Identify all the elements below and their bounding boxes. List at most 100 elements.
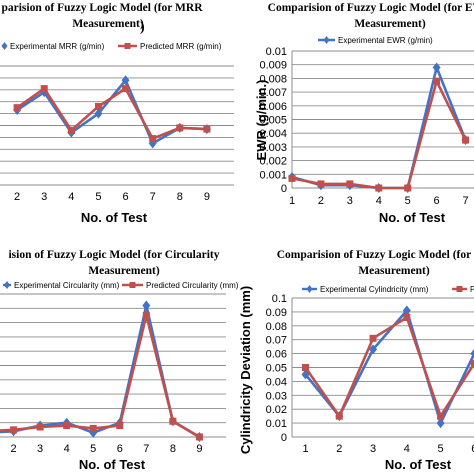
series-line-2	[291, 77, 467, 190]
chart-title-line2: Measurement)	[72, 18, 143, 30]
y-tick-label: 0.08	[266, 321, 287, 333]
data-point-experimental	[142, 300, 151, 311]
x-tick-label: 6	[122, 191, 128, 203]
data-point-predicted	[89, 424, 97, 432]
legend-label-2: Predicted Circularity (mm)	[146, 281, 239, 290]
x-tick-label: 2	[10, 443, 16, 455]
data-point-predicted	[470, 359, 474, 367]
y-tick-label: 0.009	[259, 60, 287, 72]
y-tick-label: 0.03	[266, 390, 287, 402]
x-tick-label: 5	[90, 443, 96, 455]
y-tick-label: 0.006	[259, 101, 287, 113]
data-point-predicted	[122, 85, 130, 93]
y-tick-label: 0.001	[259, 169, 287, 181]
x-tick-label: 7	[462, 195, 468, 207]
data-point-predicted	[63, 422, 71, 430]
series-line-2	[304, 315, 474, 420]
data-point-predicted	[369, 334, 377, 342]
legend-label-2: Predicted	[470, 285, 474, 294]
x-tick-label: 3	[41, 191, 47, 203]
data-point-predicted	[335, 412, 343, 420]
data-point-predicted	[433, 77, 441, 85]
legend-label-1: Experimental Circularity (mm)	[14, 281, 120, 290]
data-point-predicted	[375, 184, 383, 192]
y-tick-label: 0.09	[266, 307, 287, 319]
x-tick-label: 2	[318, 195, 324, 207]
x-tick-label: 4	[68, 191, 74, 203]
chart-1: 2 3 4 5 6 7 8 9 parision of Fuzzy Logic Model (f…	[0, 2, 234, 225]
x-tick-label: 3	[370, 443, 376, 455]
x-tick-label: 4	[64, 443, 70, 455]
chart-title-line1: Comparision of Fuzzy Logic Model (for	[277, 249, 472, 261]
data-point-predicted	[13, 104, 21, 112]
x-tick-label: 4	[404, 443, 410, 455]
y-tick-label: 0.002	[259, 156, 287, 168]
y-axis-label: EWR (g/min.)	[254, 80, 269, 161]
data-point-predicted	[403, 313, 411, 321]
data-point-predicted	[116, 422, 124, 430]
data-point-predicted	[94, 102, 102, 110]
y-tick-label: 0.02	[266, 404, 287, 416]
chart-title-line1: ision of Fuzzy Logic Model (for Circular…	[8, 249, 219, 261]
data-point-predicted	[149, 135, 157, 143]
x-tick-label: 8	[177, 191, 183, 203]
legend-label-2: Predicted MRR (g/min)	[140, 42, 222, 51]
x-tick-label: 5	[438, 443, 444, 455]
data-point-predicted	[40, 85, 48, 93]
chart-title-line1: Comparision of Fuzzy Logic Model (for EW…	[268, 2, 474, 14]
y-tick-label: 0.008	[259, 73, 287, 85]
legend-label-1: Experimental EWR (g/min)	[338, 36, 433, 45]
x-tick-label: 6	[471, 443, 474, 455]
series-line-2	[16, 86, 207, 141]
data-point-predicted	[288, 174, 296, 182]
y-tick-label: 0.07	[266, 335, 287, 347]
y-tick-label: 0.04	[266, 376, 287, 388]
legend-marker	[306, 285, 313, 293]
y-tick-label: 0.06	[266, 349, 287, 361]
legend-marker	[129, 282, 136, 288]
data-point-predicted	[67, 126, 75, 134]
data-point-predicted	[10, 426, 18, 434]
x-tick-label: 3	[347, 195, 353, 207]
data-point-predicted	[36, 423, 44, 431]
legend-marker	[323, 36, 330, 44]
x-tick-label: 6	[434, 195, 440, 207]
x-axis-label: No. of Test	[81, 210, 148, 225]
data-point-experimental	[402, 305, 411, 316]
x-tick-label: 4	[376, 195, 382, 207]
y-tick-label: 0	[281, 432, 287, 444]
legend-marker	[124, 43, 131, 49]
legend-marker	[456, 286, 463, 292]
data-point-experimental	[436, 418, 445, 429]
y-axis-label: Cylindricity Deviation (mm)	[238, 286, 253, 454]
y-tick-label: 0.007	[259, 87, 287, 99]
y-tick-label: 0.01	[266, 418, 287, 430]
y-tick-label: 0.003	[259, 142, 287, 154]
chart-4: 0 0.01 0.02 0.03 0.040.05 0.06 0.07 0.08 0.09 0.1…	[238, 249, 474, 472]
x-tick-label: 5	[405, 195, 411, 207]
legend-label-1: Experimental MRR (g/min)	[10, 42, 105, 51]
x-axis-label: No. of Test	[379, 210, 446, 225]
data-point-experimental	[94, 108, 103, 119]
chart-title-line1: parision of Fuzzy Logic Model (for MRR	[1, 2, 203, 14]
legend-marker	[4, 281, 10, 289]
data-point-experimental	[369, 344, 378, 355]
y-tick-label: 0.005	[259, 115, 287, 127]
y-tick-label: 0	[281, 183, 287, 195]
x-tick-label: 9	[204, 191, 210, 203]
data-point-experimental	[432, 62, 441, 73]
legend-label-1: Experimental Cylindricity (mm)	[320, 285, 429, 294]
data-point-predicted	[317, 180, 325, 188]
x-axis-label: No. of Test	[79, 457, 146, 472]
legend-marker	[1, 42, 8, 50]
data-point-predicted	[346, 180, 354, 188]
data-point-predicted	[203, 125, 211, 133]
x-tick-label: 5	[95, 191, 101, 203]
data-point-predicted	[302, 364, 310, 371]
data-point-predicted	[142, 311, 150, 319]
data-point-experimental	[470, 349, 474, 359]
x-tick-label: 3	[37, 443, 43, 455]
x-tick-label: 1	[289, 195, 295, 207]
